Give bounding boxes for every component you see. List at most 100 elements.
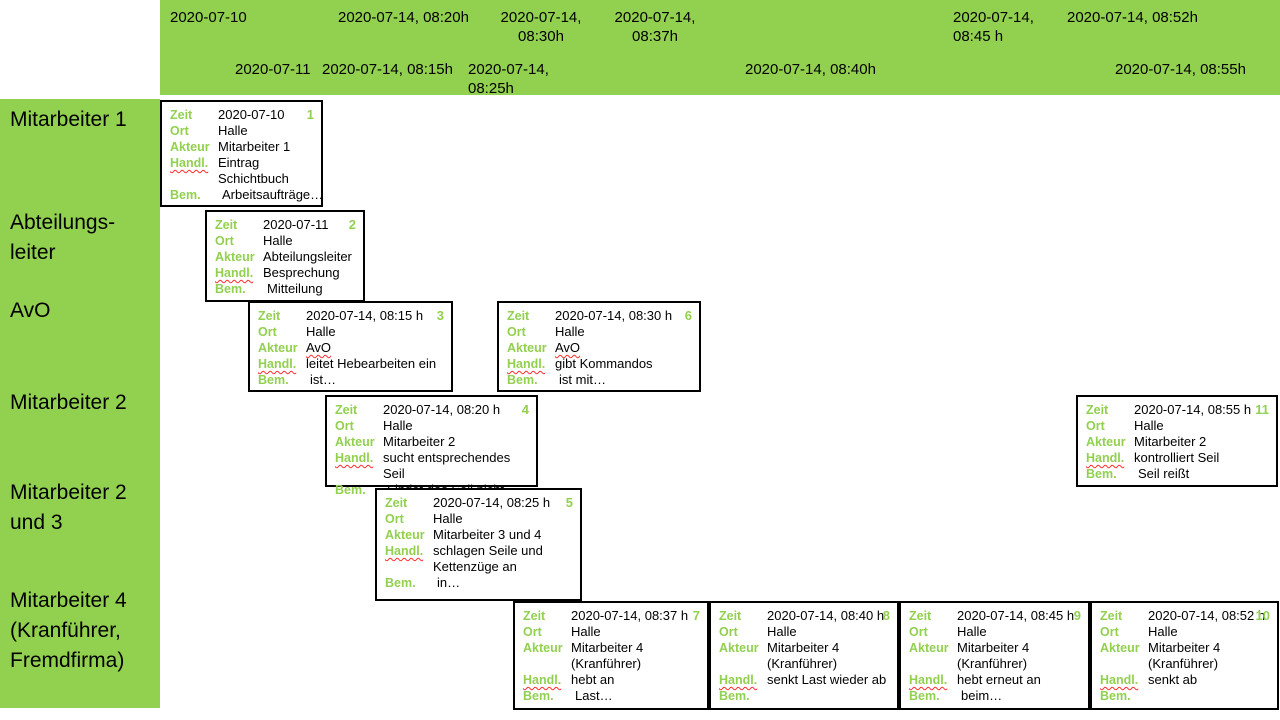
field-label-bem: Bem. [1086,467,1117,481]
field-label-akteur: Akteur [719,641,759,655]
field-value-bem: Mitteilung [267,281,323,296]
field-label-ort: Ort [1100,625,1119,639]
event-card-row-akteur: Akteur Abteilungsleiter [215,249,355,265]
actor-lane-label: Abteilungs- leiter [10,211,116,264]
field-label-akteur: Akteur [258,341,298,355]
event-card-row-bem: Bem. in… [385,575,572,591]
event-card-row-akteur: Akteur Mitarbeiter 4 (Kranführer) [719,640,889,672]
field-label-ort: Ort [335,419,354,433]
field-value-zeit: 2020-07-11 [263,217,329,232]
event-card-row-zeit: Zeit 2020-07-14, 08:45 h [909,608,1080,624]
actor-lane-label: Mitarbeiter 2 [10,391,127,414]
event-card-row-handl: Handl. hebt erneut an [909,672,1080,688]
event-card-row-zeit: Zeit 2020-07-14, 08:25 h [385,495,572,511]
field-label-handl: Handl. [215,266,254,280]
field-value-akteur: Mitarbeiter 2 [1134,434,1207,449]
event-card-row-zeit: Zeit 2020-07-14, 08:15 h [258,308,443,324]
event-card-row-handl: Handl. leitet Hebearbeiten ein [258,356,443,372]
field-value-akteur: AvO [555,340,581,355]
event-number-badge: 4 [521,402,529,417]
timeline-timestamp: 2020-07-14, 08:40h [745,61,876,78]
field-label-akteur: Akteur [385,528,425,542]
timeline-timestamp: 2020-07-14, 08:37h [614,9,696,45]
event-card-row-akteur: Akteur Mitarbeiter 3 und 4 [385,527,572,543]
field-value-ort: Halle [555,324,585,339]
event-card-row-bem: Bem. beim… [909,688,1080,704]
field-label-handl: Handl. [335,451,374,465]
actor-lane-label: Mitarbeiter 1 [10,108,127,131]
field-label-ort: Ort [385,512,404,526]
event-card-row-ort: Ort Halle [170,123,313,139]
actor-lane-label: AvO [10,299,51,322]
field-label-akteur: Akteur [523,641,563,655]
timeline-timestamp: 2020-07-14, 08:45 h [953,9,1034,45]
timeline-timestamp: 2020-07-10 [170,9,247,26]
field-label-bem: Bem. [170,188,201,202]
event-card: Zeit 2020-07-14, 08:52 h Ort Halle Akteur Mit… [1090,601,1279,710]
field-value-ort: Halle [1134,418,1164,433]
field-value-bem: Arbeitsaufträge… [222,187,324,202]
timeline-timestamp: 2020-07-14, 08:25h [468,61,549,97]
field-value-ort: Halle [263,233,293,248]
field-label-akteur: Akteur [215,250,255,264]
field-value-zeit: 2020-07-14, 08:45 h [957,608,1075,623]
event-card-row-zeit: Zeit 2020-07-14, 08:20 h [335,402,528,418]
event-card-row-zeit: Zeit 2020-07-14, 08:30 h [507,308,691,324]
field-label-zeit: Zeit [215,218,238,232]
event-number-badge: 3 [436,308,444,323]
field-value-zeit: 2020-07-14, 08:15 h [306,308,424,323]
field-value-bem: in… [437,575,461,590]
field-value-ort: Halle [218,123,248,138]
field-value-ort: Halle [957,624,987,639]
event-number-badge: 1 [306,107,314,122]
event-card-row-handl: Handl. hebt an [523,672,699,688]
event-card-row-akteur: Akteur Mitarbeiter 2 [335,434,528,450]
event-card-row-zeit: Zeit 2020-07-14, 08:40 h [719,608,889,624]
field-value-handl: hebt an [571,672,615,687]
field-value-bem: ist mit… [559,372,606,387]
event-number-badge: 2 [348,217,356,232]
event-card-row-ort: Ort Halle [719,624,889,640]
event-card-row-akteur: Akteur AvO [507,340,691,356]
field-label-handl: Handl. [909,673,948,687]
event-card-row-ort: Ort Halle [1100,624,1269,640]
event-card-row-ort: Ort Halle [909,624,1080,640]
timeline-timestamp: 2020-07-14, 08:30h [500,9,582,45]
field-label-handl: Handl. [385,544,424,558]
field-label-handl: Handl. [170,156,209,170]
event-number-badge: 10 [1255,608,1270,623]
field-value-handl: sucht entsprechendes Seil [383,450,511,481]
field-value-zeit: 2020-07-14, 08:20 h [383,402,501,417]
field-value-handl: Eintrag Schichtbuch [218,155,289,186]
event-card-row-handl: Handl. sucht entsprechendes Seil [335,450,528,482]
field-label-handl: Handl. [258,357,297,371]
field-label-ort: Ort [909,625,928,639]
actor-lane-label: Mitarbeiter 4 (Kranführer, Fremdfirma) [10,589,127,672]
field-value-bem: Last… [575,688,613,703]
field-label-zeit: Zeit [335,403,358,417]
field-label-ort: Ort [523,625,542,639]
field-label-bem: Bem. [1100,689,1131,703]
field-value-zeit: 2020-07-14, 08:37 h [571,608,689,623]
field-label-ort: Ort [1086,419,1105,433]
timeline-header-band [160,0,1280,95]
field-value-zeit: 2020-07-14, 08:55 h [1134,402,1252,417]
event-card: Zeit 2020-07-14, 08:40 h Ort Halle Akteur Mit… [709,601,899,710]
event-number-badge: 9 [1073,608,1081,623]
field-value-zeit: 2020-07-14, 08:25 h [433,495,551,510]
event-card-row-handl: Handl. senkt Last wieder ab [719,672,889,688]
event-card-row-ort: Ort Halle [385,511,572,527]
field-label-zeit: Zeit [909,609,932,623]
event-card: Zeit 2020-07-14, 08:30 h Ort Halle Akteur AvO… [497,301,701,392]
event-number-badge: 11 [1255,402,1269,417]
field-value-ort: Halle [571,624,601,639]
event-card-row-handl: Handl. kontrolliert Seil [1086,450,1268,466]
event-card-row-zeit: Zeit 2020-07-14, 08:37 h [523,608,699,624]
timeline-timestamp: 2020-07-11 [235,61,311,78]
field-value-handl: schlagen Seile und Kettenzüge an [433,543,543,574]
event-card-row-akteur: Akteur Mitarbeiter 4 (Kranführer) [909,640,1080,672]
event-card-row-akteur: Akteur Mitarbeiter 1 [170,139,313,155]
field-value-akteur: Mitarbeiter 2 [383,434,456,449]
event-card: Zeit 2020-07-14, 08:25 h Ort Halle Akteur Mit… [375,488,582,601]
